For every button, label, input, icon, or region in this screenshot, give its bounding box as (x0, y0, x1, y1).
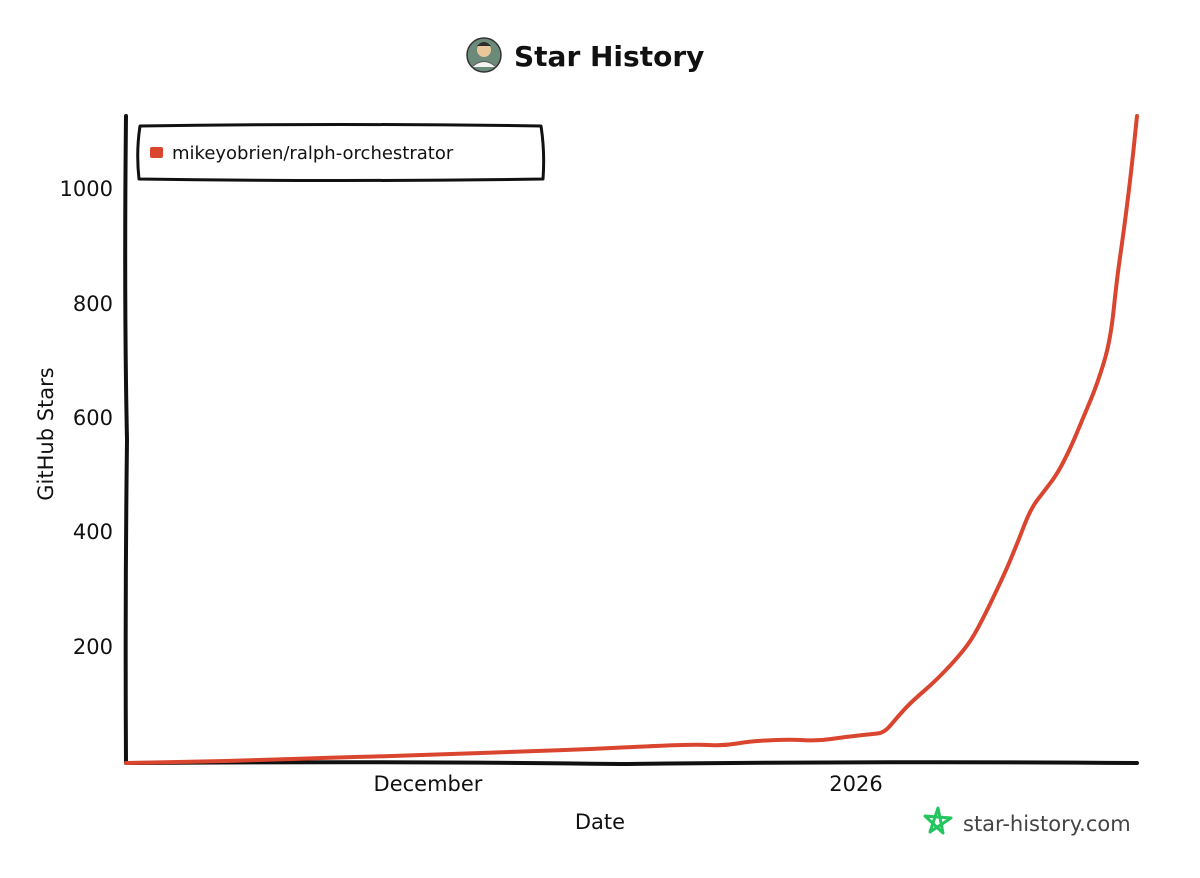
x-tick-label: December (374, 772, 483, 796)
x-tick-label: 2026 (829, 772, 882, 796)
x-axis-title: Date (575, 810, 625, 834)
y-tick-label: 200 (73, 635, 113, 659)
y-tick-labels: 200 400 600 800 1000 (60, 177, 113, 659)
star-logo-icon (923, 806, 953, 835)
y-axis-line (123, 114, 130, 765)
y-tick-label: 1000 (60, 177, 113, 201)
legend-label: mikeyobrien/ralph-orchestrator (172, 143, 454, 164)
chart-title: Star History (514, 40, 704, 73)
y-tick-label: 400 (73, 520, 113, 544)
y-tick-label: 800 (73, 292, 113, 316)
y-tick-label: 600 (73, 406, 113, 430)
legend: mikeyobrien/ralph-orchestrator (136, 123, 546, 182)
branding-text[interactable]: star-history.com (963, 812, 1131, 836)
y-axis-title: GitHub Stars (34, 367, 58, 500)
series-line (124, 114, 1139, 765)
legend-box (136, 123, 546, 182)
legend-swatch (150, 147, 163, 158)
axes (123, 114, 1139, 767)
x-tick-labels: December 2026 (374, 772, 883, 796)
branding[interactable]: star-history.com (923, 806, 1131, 836)
chart-header: Star History (466, 37, 704, 73)
x-axis-line (124, 760, 1139, 767)
avatar-icon (466, 37, 502, 73)
